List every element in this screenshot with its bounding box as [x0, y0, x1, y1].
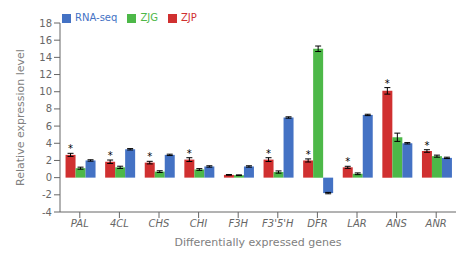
svg-text:*: *: [147, 151, 152, 162]
svg-text:F3H: F3H: [228, 218, 248, 229]
svg-text:DFR: DFR: [307, 218, 327, 229]
svg-text:*: *: [108, 150, 113, 161]
html-text:ZJG: ZJG: [140, 12, 158, 23]
svg-text:18: 18: [39, 18, 52, 29]
svg-text:*: *: [306, 149, 311, 160]
svg-text:16: 16: [39, 35, 52, 46]
svg-text:6: 6: [46, 121, 52, 132]
svg-text:PAL: PAL: [71, 218, 89, 229]
svg-text:ANR: ANR: [425, 218, 447, 229]
svg-text:*: *: [187, 148, 192, 159]
svg-text:*: *: [424, 140, 429, 151]
svg-text:8: 8: [46, 103, 52, 114]
svg-text:CHS: CHS: [149, 218, 171, 229]
svg-text:ANS: ANS: [385, 218, 407, 229]
svg-text:Relative expression level: Relative expression level: [14, 49, 27, 186]
svg-text:2: 2: [46, 155, 52, 166]
svg-text:LAR: LAR: [347, 218, 366, 229]
svg-text:Differentially expressed genes: Differentially expressed genes: [174, 236, 341, 249]
svg-text:-4: -4: [42, 207, 52, 218]
svg-text:CHI: CHI: [190, 218, 208, 229]
svg-text:-2: -2: [42, 189, 52, 200]
svg-text:*: *: [385, 78, 390, 89]
svg-text:4: 4: [46, 138, 52, 149]
svg-text:F3'5'H: F3'5'H: [262, 218, 294, 229]
svg-text:*: *: [345, 156, 350, 167]
svg-text:10: 10: [39, 86, 52, 97]
svg-text:4CL: 4CL: [110, 218, 129, 229]
svg-text:12: 12: [39, 69, 52, 80]
svg-text:14: 14: [39, 52, 52, 63]
svg-text:0: 0: [46, 172, 52, 183]
html-text:RNA-seq: RNA-seq: [75, 12, 118, 23]
svg-text:*: *: [266, 148, 271, 159]
svg-text:*: *: [68, 143, 73, 154]
html-text:ZJP: ZJP: [180, 12, 197, 23]
